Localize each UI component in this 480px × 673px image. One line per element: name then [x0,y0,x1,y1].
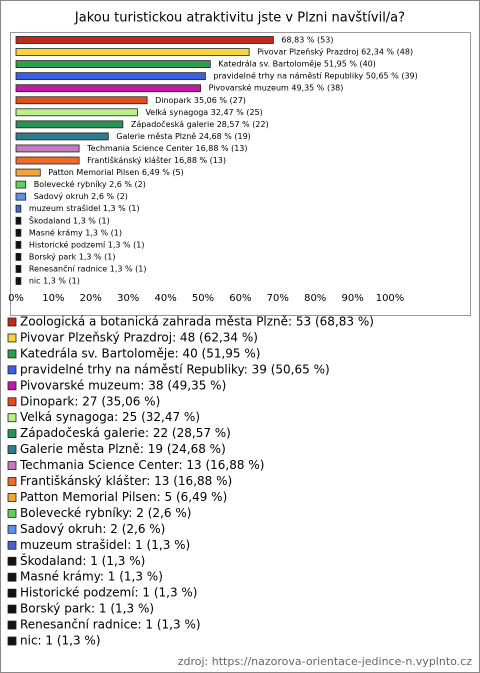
bar-label: Sadový okruh 2,6 % (2) [34,192,128,201]
bar-label: Patton Memorial Pilsen 6,49 % (5) [48,168,183,177]
legend-swatch [7,429,17,439]
legend-label: Sadový okruh: 2 (2,6 %) [20,522,165,536]
legend-swatch [7,445,17,455]
bar [15,48,250,56]
bar-label: Masné krámy 1,3 % (1) [29,227,122,237]
bar [15,132,109,141]
bar-label: Františkánský klášter 16,88 % (13) [87,155,226,165]
bar-label: muzeum strašidel 1,3 % (1) [29,203,140,213]
bar-label: Západočeská galerie 28,57 % (22) [131,119,269,129]
bar-label: Velká synagoga 32,47 % (25) [145,108,262,117]
bar [15,192,27,201]
legend-swatch [7,461,17,470]
bar [15,72,206,81]
x-tick-label: 50% [192,293,214,304]
legend-label: Zoologická a botanická zahrada města Plz… [20,315,374,329]
bar-label: Techmania Science Center 16,88 % (13) [86,144,247,153]
bar [15,277,22,285]
bar [15,36,274,44]
legend-label: Velká synagoga: 25 (32,47 %) [20,410,200,424]
bar [15,168,41,177]
bar [15,216,22,225]
x-tick-label: 40% [154,293,176,304]
legend-swatch [7,349,17,359]
legend-swatch [7,540,17,550]
legend-swatch [7,333,17,343]
legend-label: Františkánský klášter: 13 (16,88 %) [20,474,232,488]
legend-swatch [7,572,17,582]
bar [15,144,80,153]
bar-label: Katedrála sv. Bartoloměje 51,95 % (40) [218,60,376,69]
bar-label: Dinopark 35,06 % (27) [155,96,246,105]
legend-label: Katedrála sv. Bartoloměje: 40 (51,95 %) [20,346,260,360]
bar [15,60,211,68]
legend-swatch [7,636,17,646]
legend-label: Západočeská galerie: 22 (28,57 %) [20,426,231,440]
bar [15,265,22,273]
legend-swatch [7,524,17,534]
x-tick-label: 60% [229,293,251,304]
bar [15,156,80,165]
legend-swatch [7,556,17,566]
source: zdroj: https://nazorova-orientace-jedinc… [178,655,473,668]
legend-swatch [7,620,17,630]
legend-swatch [7,588,17,598]
legend-label: Dinopark: 27 (35,06 %) [20,394,160,408]
legend-label: Škodaland: 1 (1,3 %) [20,553,145,568]
x-tick-label: 0% [8,293,24,304]
bar-label: Pivovarské muzeum 49,35 % (38) [209,83,344,93]
legend-swatch [7,317,17,327]
legend-label: Patton Memorial Pilsen: 5 (6,49 %) [20,490,227,504]
bar-label: 68,83 % (53) [281,36,333,45]
bar [15,96,148,105]
legend-swatch [7,365,17,375]
legend-label: Borský park: 1 (1,3 %) [20,602,154,616]
bar [15,252,22,261]
bar-label: pravidelné trhy na náměstí Republiky 50,… [213,71,417,81]
x-tick-label: 20% [80,293,102,304]
legend-label: Renesanční radnice: 1 (1,3 %) [20,618,201,632]
bar [15,108,138,117]
legend-swatch [7,413,17,423]
bar-label: Renesanční radnice 1,3 % (1) [29,263,147,273]
legend-label: Historické podzemí: 1 (1,3 %) [20,586,198,600]
bar [15,120,124,129]
x-tick-label: 90% [341,293,363,304]
legend-label: muzeum strašidel: 1 (1,3 %) [20,538,190,552]
bar-label: Historické podzemí 1,3 % (1) [29,239,145,249]
legend-swatch [7,604,17,614]
legend-label: Masné krámy: 1 (1,3 %) [20,570,163,584]
legend-swatch [7,381,17,391]
legend-swatch [7,508,17,518]
bar [15,84,201,93]
bar-label: Galerie města Plzně 24,68 % (19) [116,132,250,141]
legend-swatch [7,493,17,502]
legend-label: pravidelné trhy na náměstí Republiky: 39… [20,362,330,376]
x-tick-label: 10% [42,293,64,304]
x-tick-label: 30% [117,293,139,304]
bar-label: Borský park 1,3 % (1) [29,252,116,261]
bar-label: nic 1,3 % (1) [29,277,80,286]
legend-label: Techmania Science Center: 13 (16,88 %) [19,458,264,472]
legend-swatch [7,397,17,407]
x-tick-label: 70% [267,293,289,304]
chart-title: Jakou turistickou atraktivitu jste v Plz… [74,11,405,26]
bar [15,240,22,249]
legend-label: nic: 1 (1,3 %) [20,634,101,648]
legend-label: Pivovar Plzeňský Prazdroj: 48 (62,34 %) [20,330,258,344]
x-tick-label: 100% [376,293,405,304]
bar [15,180,27,189]
legend-label: Galerie města Plzně: 19 (24,68 %) [20,442,226,456]
bar [15,204,22,213]
bar-label: Škodaland 1,3 % (1) [29,214,110,225]
bar-label: Bolevecké rybníky 2,6 % (2) [34,179,146,189]
legend-swatch [7,477,17,486]
bar-label: Pivovar Plzeňský Prazdroj 62,34 % (48) [257,47,413,57]
x-tick-label: 80% [304,293,326,304]
legend-label: Pivovarské muzeum: 38 (49,35 %) [20,378,226,392]
bar [15,228,22,237]
legend-label: Bolevecké rybníky: 2 (2,6 %) [20,506,191,520]
